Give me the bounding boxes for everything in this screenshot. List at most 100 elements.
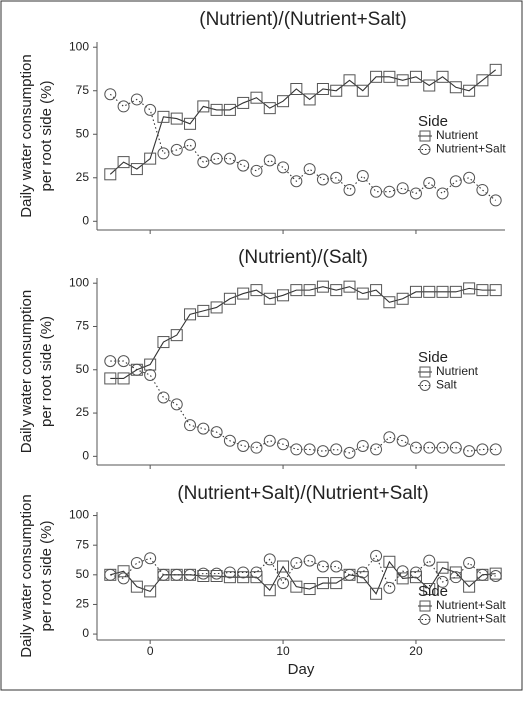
marker [463, 84, 476, 97]
marker [170, 398, 183, 411]
y-tick-label: 0 [82, 626, 89, 640]
marker [277, 289, 290, 302]
y-axis-label: per root side (%) [38, 316, 55, 427]
marker [476, 568, 489, 581]
y-axis-label: per root side (%) [38, 521, 55, 632]
marker [104, 355, 117, 368]
marker [409, 441, 422, 454]
marker [396, 74, 409, 87]
marker [356, 287, 369, 300]
marker [210, 301, 223, 314]
marker [330, 577, 343, 590]
marker [117, 372, 130, 385]
marker [383, 185, 396, 198]
marker [130, 580, 143, 593]
marker [396, 434, 409, 447]
marker [423, 583, 436, 596]
marker [449, 441, 462, 454]
marker [330, 171, 343, 184]
y-tick-label: 75 [76, 83, 90, 97]
marker [263, 292, 276, 305]
marker [449, 81, 462, 94]
marker [157, 147, 170, 160]
marker [117, 355, 130, 368]
marker [130, 363, 143, 376]
marker [277, 95, 290, 108]
marker [277, 438, 290, 451]
marker [223, 566, 236, 579]
marker [356, 566, 369, 579]
marker [184, 308, 197, 321]
marker [303, 554, 316, 567]
marker [104, 88, 117, 101]
marker [476, 183, 489, 196]
marker [104, 168, 117, 181]
marker [237, 571, 250, 584]
marker [130, 93, 143, 106]
marker [223, 103, 236, 116]
marker [436, 187, 449, 200]
marker [117, 565, 130, 578]
legend-label: Nutrient [436, 128, 479, 142]
marker [316, 83, 329, 95]
legend-marker [419, 144, 431, 155]
legend-marker [419, 614, 431, 625]
marker [250, 284, 263, 297]
legend-marker [419, 600, 431, 612]
legend-marker [419, 130, 431, 142]
x-tick-label: 10 [276, 644, 290, 658]
legend-marker [419, 380, 431, 391]
marker [383, 296, 396, 309]
y-tick-label: 75 [76, 537, 90, 551]
y-tick-label: 25 [76, 597, 90, 611]
marker [303, 583, 316, 596]
legend-label: Nutrient+Salt [436, 598, 506, 612]
marker [210, 426, 223, 439]
marker [210, 152, 223, 165]
marker [197, 156, 210, 169]
marker [396, 572, 409, 585]
marker [170, 568, 183, 581]
marker [370, 443, 383, 456]
marker [223, 434, 236, 447]
y-axis-label: Daily water consumption [18, 54, 35, 217]
marker [144, 585, 157, 598]
chart-title: (Nutrient)/(Salt) [238, 247, 368, 268]
marker [423, 554, 436, 567]
y-tick-label: 25 [76, 405, 90, 419]
marker [157, 391, 170, 404]
marker [476, 74, 489, 87]
marker [316, 577, 329, 590]
marker [383, 70, 396, 83]
y-tick-label: 100 [69, 275, 89, 289]
y-axis-label: per root side (%) [38, 81, 55, 192]
legend-marker [419, 366, 431, 378]
marker [104, 568, 117, 581]
y-tick-label: 75 [76, 319, 90, 333]
marker [463, 445, 476, 458]
marker [316, 560, 329, 573]
marker [476, 443, 489, 456]
marker [356, 571, 369, 584]
marker [117, 572, 130, 585]
marker [423, 177, 436, 189]
marker [356, 439, 369, 452]
marker [237, 566, 250, 579]
marker [277, 577, 290, 590]
marker [144, 368, 157, 381]
marker [489, 443, 502, 456]
marker [290, 556, 303, 569]
marker [356, 84, 369, 97]
marker [370, 549, 383, 562]
marker [370, 284, 383, 297]
y-tick-label: 50 [76, 126, 90, 140]
marker [409, 285, 422, 298]
y-tick-label: 0 [82, 449, 89, 463]
marker [409, 571, 422, 584]
marker [263, 154, 276, 167]
marker [197, 100, 210, 113]
marker [343, 183, 356, 196]
marker [237, 96, 250, 109]
marker [343, 280, 356, 293]
